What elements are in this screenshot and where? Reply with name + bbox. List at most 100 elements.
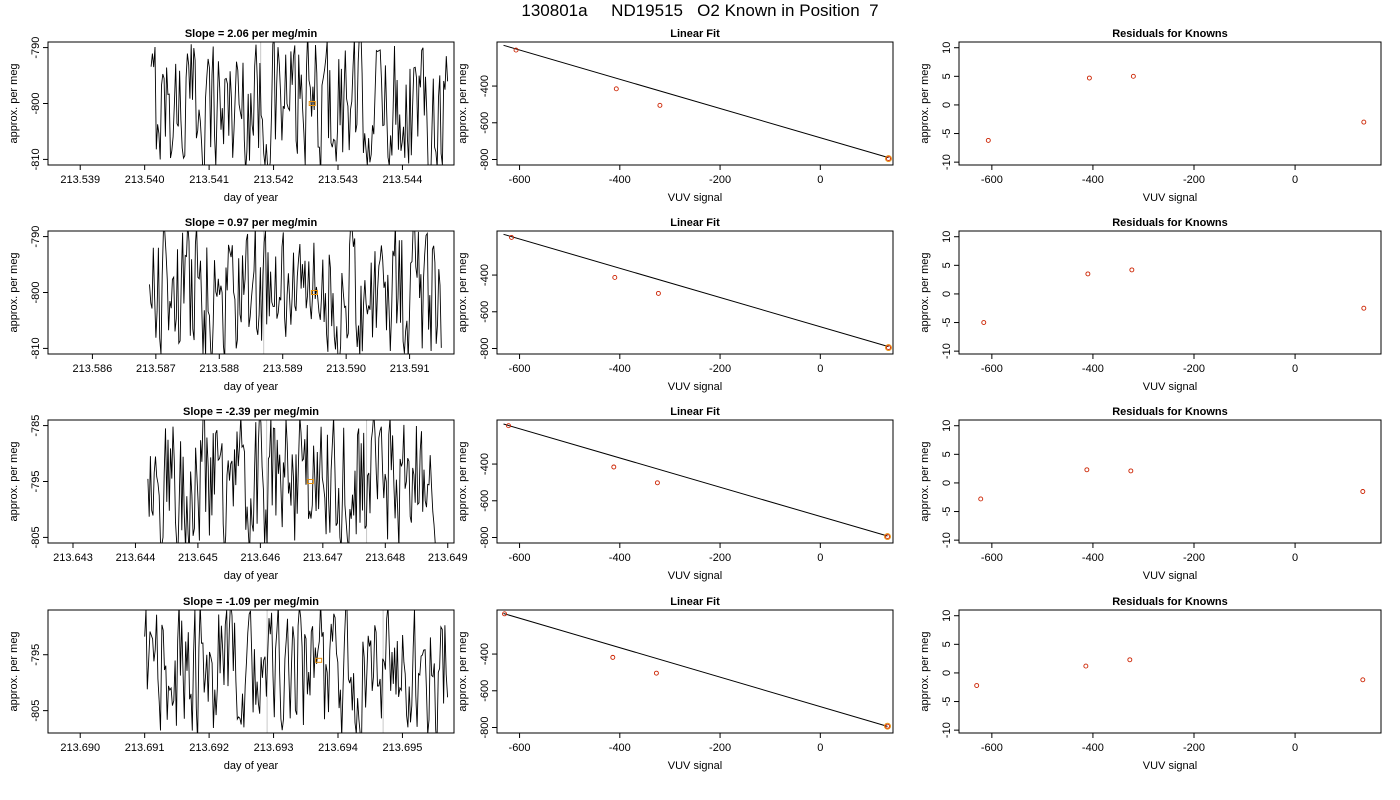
resid-panel-2-frame [958, 419, 1382, 544]
time-panel-1-frame [47, 230, 455, 355]
fit-panel-1-ytick-label: -600 [479, 301, 491, 323]
resid-panel-3-point [1360, 677, 1366, 683]
resid-panel-0-point [1130, 73, 1136, 79]
time-panel-1-xtick-label: 213.587 [136, 363, 176, 375]
fit-panel-2-xtick-label: -400 [609, 552, 631, 564]
time-panel-1-trace [149, 231, 442, 354]
resid-panel-1-frame [958, 230, 1382, 355]
resid-panel-2-point [978, 496, 984, 502]
time-panel-3-xlabel: day of year [224, 760, 279, 772]
resid-panel-3-point [974, 683, 980, 688]
fit-panel-1-fit-line [503, 233, 889, 348]
time-panel-2-xtick-label: 213.649 [428, 552, 468, 564]
resid-panel-2-xtick-label: 0 [1292, 552, 1298, 564]
time-panel-1-xtick-label: 213.589 [263, 363, 303, 375]
fit-panel-3-frame [496, 609, 894, 734]
resid-panel-0-xlabel: VUV signal [1143, 192, 1197, 204]
fit-panel-3-point [653, 670, 659, 676]
fit-panel-0-fit-line [503, 44, 889, 159]
resid-panel-1-ylabel: approx. per meg [919, 252, 931, 332]
time-panel-3-xtick-label: 213.693 [254, 742, 294, 754]
resid-panel-0-point [985, 137, 991, 143]
fit-panel-2-point [506, 423, 511, 429]
resid-panel-2-point [1360, 489, 1366, 494]
resid-panel-1-point [981, 320, 987, 325]
fit-panel-3-xtick-label: -600 [509, 742, 531, 754]
fit-panel-1-ylabel: approx. per meg [457, 252, 469, 332]
fit-panel-2-ytick-label: -800 [479, 526, 491, 548]
time-panel-1-ylabel: approx. per meg [8, 252, 20, 332]
fit-panel-1-ytick-label: -400 [479, 264, 491, 286]
fit-panel-2-point [654, 480, 660, 486]
resid-panel-0-xtick-label: -600 [981, 174, 1003, 186]
fit-panel-2-title: Linear Fit [670, 406, 720, 418]
fit-panel-2-xlabel: VUV signal [668, 570, 722, 582]
resid-panel-0-ytick-label: 5 [941, 73, 953, 79]
time-panel-2-ylabel: approx. per meg [8, 441, 20, 521]
time-panel-2-mean-marker [306, 479, 314, 484]
fit-panel-0-xtick-label: -600 [509, 174, 531, 186]
resid-panel-1-xtick-label: -200 [1183, 363, 1205, 375]
time-panel-2-xtick-label: 213.644 [116, 552, 156, 564]
resid-panel-0-ytick-label: -5 [941, 129, 953, 139]
fit-panel-1-point [655, 290, 661, 296]
resid-panel-2-ylabel: approx. per meg [919, 441, 931, 521]
resid-panel-1-xlabel: VUV signal [1143, 381, 1197, 393]
resid-panel-3-xtick-label: -400 [1082, 742, 1104, 754]
time-panel-0-ylabel: approx. per meg [8, 63, 20, 143]
fit-panel-0-xtick-label: -200 [709, 174, 731, 186]
time-panel-2-xtick-label: 213.646 [240, 552, 280, 564]
fit-panel-3-title: Linear Fit [670, 596, 720, 608]
resid-panel-0-xtick-label: -200 [1183, 174, 1205, 186]
fit-panel-0: Linear Fit -600 -400 -200 0 -800 -600 -400 VUV s… [457, 28, 894, 204]
fit-panel-0-unknown-point [885, 155, 892, 163]
time-panel-0-title: Slope = 2.06 per meg/min [185, 28, 318, 40]
fit-panel-1-xlabel: VUV signal [668, 381, 722, 393]
fit-panel-2: Linear Fit -600 -400 -200 0 -800 -600 -400 VUV s… [457, 406, 894, 582]
resid-panel-2-ytick-label: 0 [941, 480, 953, 486]
time-panel-0-xtick-label: 213.539 [60, 174, 100, 186]
fit-panel-2-point [885, 534, 890, 540]
resid-panel-1-point [1361, 305, 1367, 311]
fit-panel-0-point [613, 86, 619, 92]
fit-panel-1: Linear Fit -600 -400 -200 0 -800 -600 -400 VUV s… [457, 217, 894, 393]
time-panel-2-xtick-label: 213.645 [178, 552, 218, 564]
fit-panel-3-fit-line [503, 613, 888, 727]
resid-panel-1-title: Residuals for Knowns [1112, 217, 1228, 229]
resid-panel-0-xtick-label: -400 [1082, 174, 1104, 186]
fit-panel-1-frame [496, 230, 894, 355]
time-panel-0-xtick-label: 213.541 [189, 174, 229, 186]
resid-panel-1-ytick-label: 5 [941, 262, 953, 268]
resid-panel-2-ytick-label: -10 [941, 532, 953, 548]
fit-panel-0-title: Linear Fit [670, 28, 720, 40]
fit-panel-3-unknown-point [884, 722, 891, 730]
resid-panel-2-ytick-label: -5 [941, 507, 953, 517]
resid-panel-3-ytick-label: 10 [941, 610, 953, 622]
time-panel-3-xtick-label: 213.694 [318, 742, 358, 754]
fit-panel-0-xtick-label: 0 [817, 174, 823, 186]
figure-title: 130801a ND19515 O2 Known in Position 7 [521, 1, 879, 20]
resid-panel-0-title: Residuals for Knowns [1112, 28, 1228, 40]
resid-panel-3-point [1127, 657, 1133, 663]
fit-panel-3-ylabel: approx. per meg [457, 631, 469, 711]
time-panel-2-trace [147, 420, 436, 543]
time-panel-3-xtick-label: 213.695 [383, 742, 423, 754]
time-panel-0-xtick-label: 213.540 [125, 174, 165, 186]
resid-panel-1-xtick-label: -400 [1082, 363, 1104, 375]
time-panel-1-xtick-label: 213.586 [73, 363, 113, 375]
fit-panel-1-xtick-label: -400 [609, 363, 631, 375]
time-panel-0-xlabel: day of year [224, 192, 279, 204]
time-panel-1-mean-marker [310, 290, 318, 295]
time-panel-1-xtick-label: 213.590 [326, 363, 366, 375]
resid-panel-3-point [1083, 663, 1089, 669]
fit-panel-3-xtick-label: 0 [817, 742, 823, 754]
fit-panel-2-ylabel: approx. per meg [457, 441, 469, 521]
fit-panel-0-frame [496, 41, 894, 166]
resid-panel-3: Residuals for Knowns -600 -400 -200 0 -10 -5 0 5… [919, 596, 1382, 772]
fit-panel-3-xlabel: VUV signal [668, 760, 722, 772]
time-panel-3-ytick-label: -805 [30, 700, 42, 722]
fit-panel-0-xlabel: VUV signal [668, 192, 722, 204]
resid-panel-2-point [1128, 468, 1134, 474]
time-panel-2-ytick-label: -785 [30, 415, 42, 437]
fit-panel-1-point [509, 234, 514, 240]
